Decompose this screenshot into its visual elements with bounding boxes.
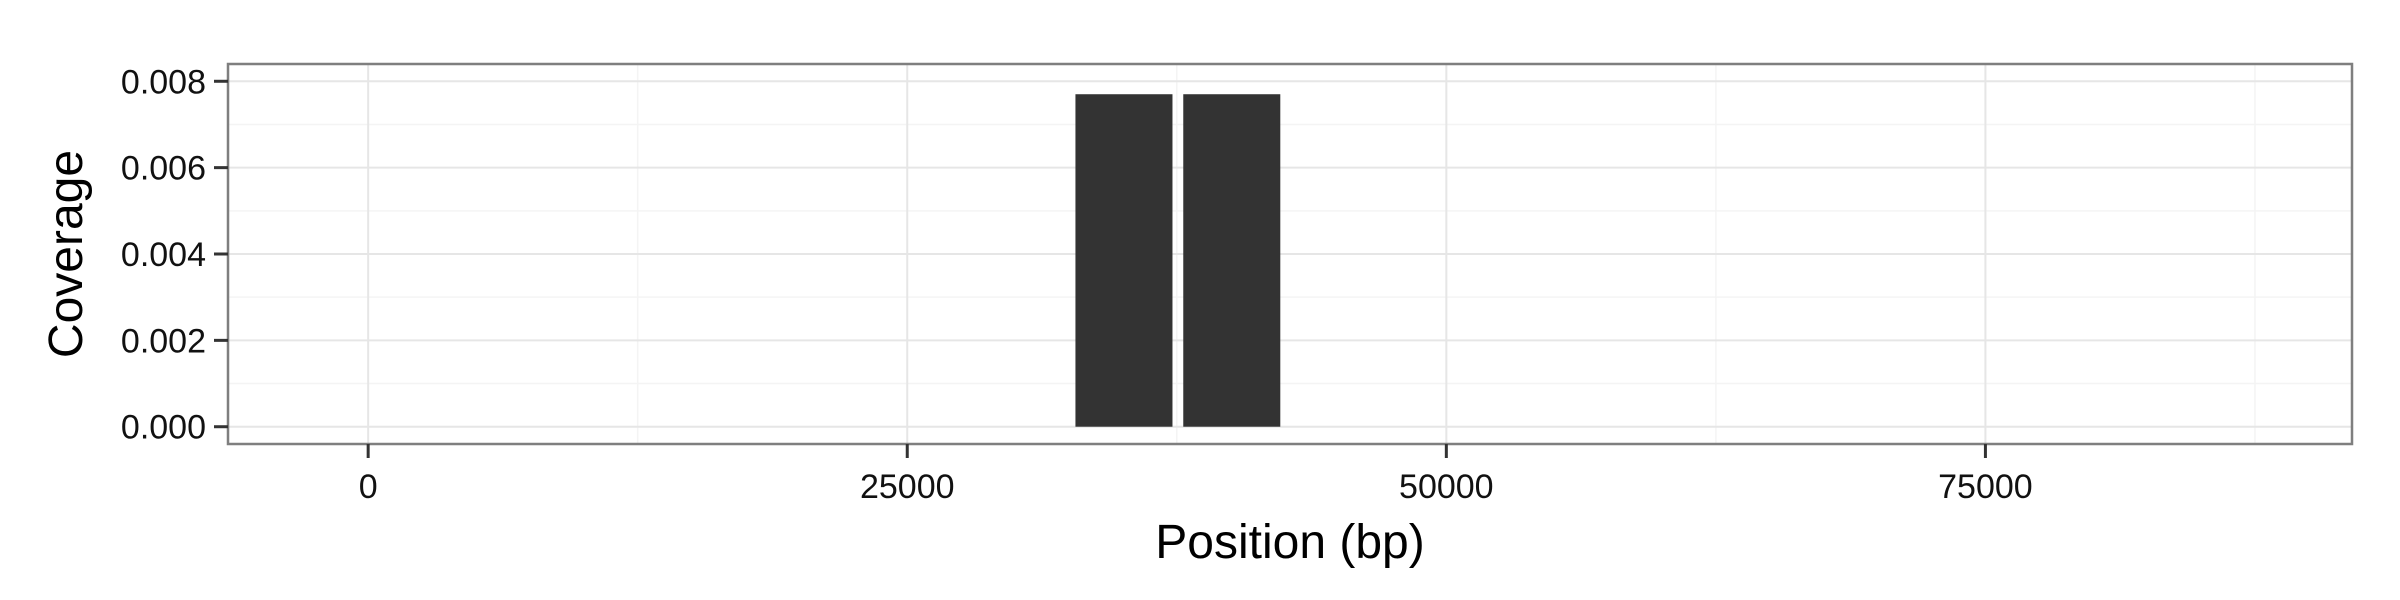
x-axis: 0 25000 50000 75000: [359, 444, 2033, 506]
x-axis-title: Position (bp): [1155, 516, 1424, 569]
x-tick-label: 75000: [1938, 468, 2033, 506]
x-tick-label: 25000: [860, 468, 955, 506]
y-tick-label: 0.004: [121, 236, 206, 274]
y-tick-label: 0.000: [121, 409, 206, 447]
coverage-bar-1: [1075, 94, 1173, 427]
x-tick-label: 0: [359, 468, 378, 506]
y-axis-title: Coverage: [40, 150, 93, 358]
y-tick-label: 0.006: [121, 150, 206, 188]
x-tick-label: 50000: [1399, 468, 1494, 506]
y-axis: 0.000 0.002 0.004 0.006 0.008: [121, 63, 228, 447]
bars: [1075, 94, 1281, 427]
coverage-bar-2: [1183, 94, 1281, 427]
y-tick-label: 0.008: [121, 63, 206, 101]
grid-lines: [228, 64, 2352, 444]
y-tick-label: 0.002: [121, 322, 206, 360]
